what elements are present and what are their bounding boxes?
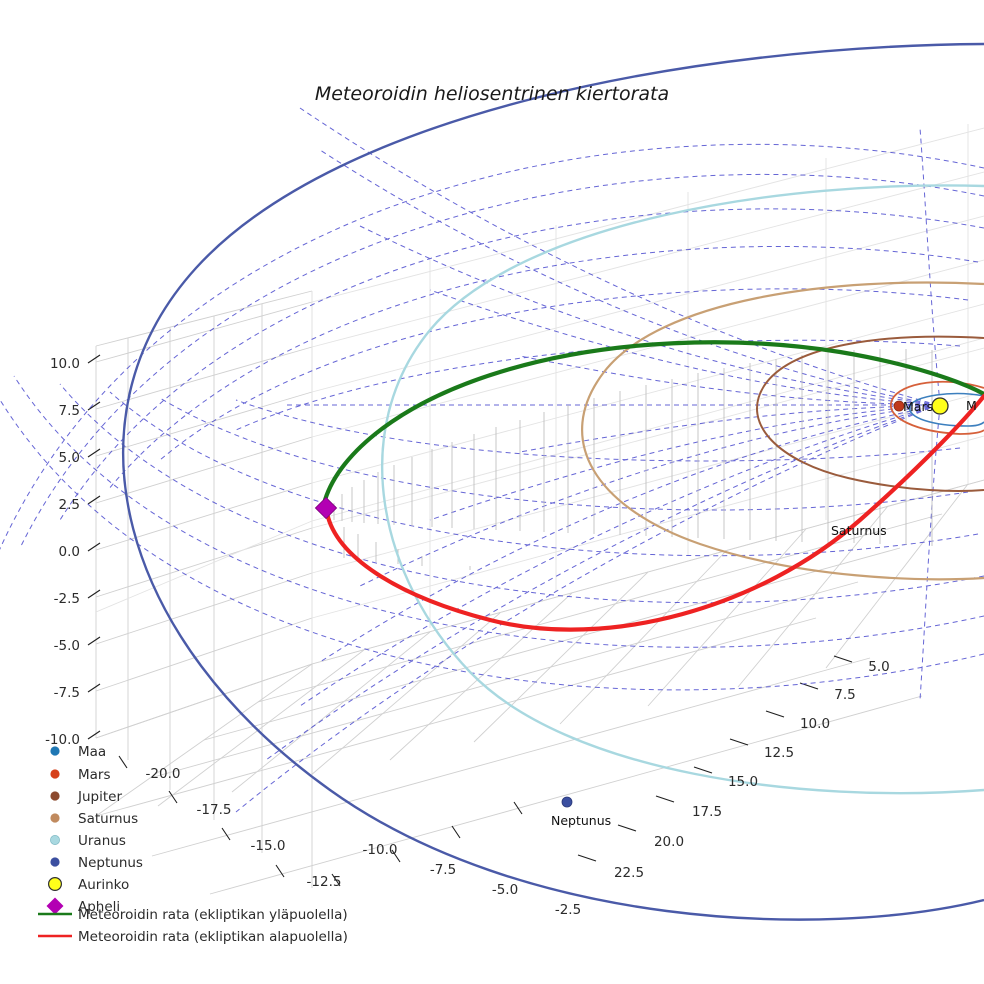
- apheli-marker[interactable]: [314, 496, 338, 520]
- legend: Maa Mars Jupiter Saturnus Uranus Neptunu…: [38, 744, 348, 945]
- legend-item-maa[interactable]: Maa: [50, 744, 106, 760]
- meteoroid-track-below-ecliptic: [324, 393, 984, 632]
- legend-item-jupiter[interactable]: Jupiter: [50, 789, 122, 805]
- mars-marker[interactable]: [893, 400, 905, 412]
- legend-label: Meteoroidin rata (ekliptikan yläpuolella…: [78, 907, 348, 923]
- x-tick-label: -2.5: [555, 902, 581, 918]
- y-tick-label: 5.0: [59, 450, 80, 466]
- x-axis-tick-labels: -20.0 -17.5 -15.0 -12.5 -10.0 -7.5 -5.0 …: [146, 766, 582, 918]
- legend-label: Apheli: [78, 899, 120, 915]
- legend-label: Saturnus: [78, 811, 138, 827]
- orbit-uranus: [381, 184, 984, 795]
- y-tick-label: 10.0: [50, 356, 80, 372]
- x-tick-label: -7.5: [430, 862, 456, 878]
- legend-item-mars[interactable]: Mars: [50, 767, 111, 783]
- legend-item-saturnus[interactable]: Saturnus: [50, 811, 138, 827]
- body-markers: [314, 397, 949, 808]
- legend-label: Aurinko: [78, 877, 129, 893]
- neptunus-label: Neptunus: [551, 813, 611, 828]
- axis-tick-marks: [87, 354, 853, 887]
- legend-label: Maa: [78, 744, 106, 760]
- neptunus-swatch-icon: [50, 857, 60, 867]
- y-tick-label: -7.5: [54, 685, 80, 701]
- z-tick-label: 7.5: [834, 687, 855, 703]
- orbit-saturnus: [581, 281, 984, 581]
- legend-item-orbit-below[interactable]: Meteoroidin rata (ekliptikan alapuolella…: [38, 929, 348, 945]
- legend-item-aurinko[interactable]: Aurinko: [47, 876, 130, 893]
- meteoroid-orbit: [322, 340, 984, 632]
- x-tick-label: -15.0: [251, 838, 286, 854]
- y-tick-label: -5.0: [54, 638, 80, 654]
- x-tick-label: -20.0: [146, 766, 181, 782]
- mars-swatch-icon: [50, 769, 60, 779]
- orbit-maa: [909, 392, 984, 427]
- z-tick-label: 15.0: [728, 774, 758, 790]
- orbit-neptunus: [122, 42, 984, 921]
- maa-swatch-icon: [50, 746, 60, 756]
- x-tick-label: -5.0: [492, 882, 518, 898]
- saturnus-swatch-icon: [50, 813, 60, 823]
- aurinko-marker[interactable]: [931, 397, 949, 415]
- ecliptic-grid: [0, 107, 984, 813]
- orbit-drop-stems: [333, 349, 933, 570]
- body-annotations: M Mars Saturnus Neptunus: [551, 398, 977, 828]
- legend-item-orbit-above[interactable]: Meteoroidin rata (ekliptikan yläpuolella…: [38, 907, 348, 923]
- legend-label: Mars: [78, 767, 111, 783]
- axes-panes: [95, 124, 984, 895]
- z-tick-label: 20.0: [654, 834, 684, 850]
- neptunus-marker[interactable]: [561, 796, 573, 808]
- orbit-jupiter: [756, 335, 984, 492]
- z-tick-label: 12.5: [764, 745, 794, 761]
- meteoroid-track-above-ecliptic: [322, 340, 984, 503]
- z-tick-label: 5.0: [868, 659, 889, 675]
- y-tick-label: -10.0: [45, 732, 80, 748]
- page-title: Meteoroidin heliosentrinen kiertorata: [315, 83, 669, 105]
- legend-label: Jupiter: [77, 789, 122, 805]
- y-tick-label: -2.5: [54, 591, 80, 607]
- x-tick-label: -17.5: [197, 802, 232, 818]
- z-axis-tick-labels: 5.0 7.5 10.0 12.5 15.0 17.5 20.0 22.5: [614, 659, 890, 881]
- z-tick-label: 22.5: [614, 865, 644, 881]
- orbit-mars: [889, 380, 984, 435]
- y-tick-label: 0.0: [59, 544, 80, 560]
- z-tick-label: 10.0: [800, 716, 830, 732]
- uranus-swatch-icon: [50, 835, 60, 845]
- jupiter-swatch-icon: [50, 791, 60, 801]
- saturnus-label: Saturnus: [831, 523, 887, 538]
- mars-label: Mars: [903, 399, 933, 414]
- legend-item-uranus[interactable]: Uranus: [50, 833, 126, 849]
- legend-label: Neptunus: [78, 855, 143, 871]
- apheli-swatch-icon: [46, 897, 64, 915]
- x-tick-label: -12.5: [307, 874, 342, 890]
- legend-label: Meteoroidin rata (ekliptikan alapuolella…: [78, 929, 348, 945]
- z-tick-label: 17.5: [692, 804, 722, 820]
- legend-item-apheli[interactable]: Apheli: [46, 897, 121, 915]
- y-axis-tick-labels: 10.0 7.5 5.0 2.5 0.0 -2.5 -5.0 -7.5 -10.…: [45, 356, 80, 748]
- aurinko-swatch-icon: [47, 876, 62, 891]
- legend-item-neptunus[interactable]: Neptunus: [50, 855, 143, 871]
- legend-label: Uranus: [78, 833, 126, 849]
- x-tick-label: -10.0: [363, 842, 398, 858]
- y-tick-label: 2.5: [59, 497, 80, 513]
- planet-orbits: [122, 42, 984, 921]
- sun-label: M: [966, 398, 977, 413]
- y-tick-label: 7.5: [59, 403, 80, 419]
